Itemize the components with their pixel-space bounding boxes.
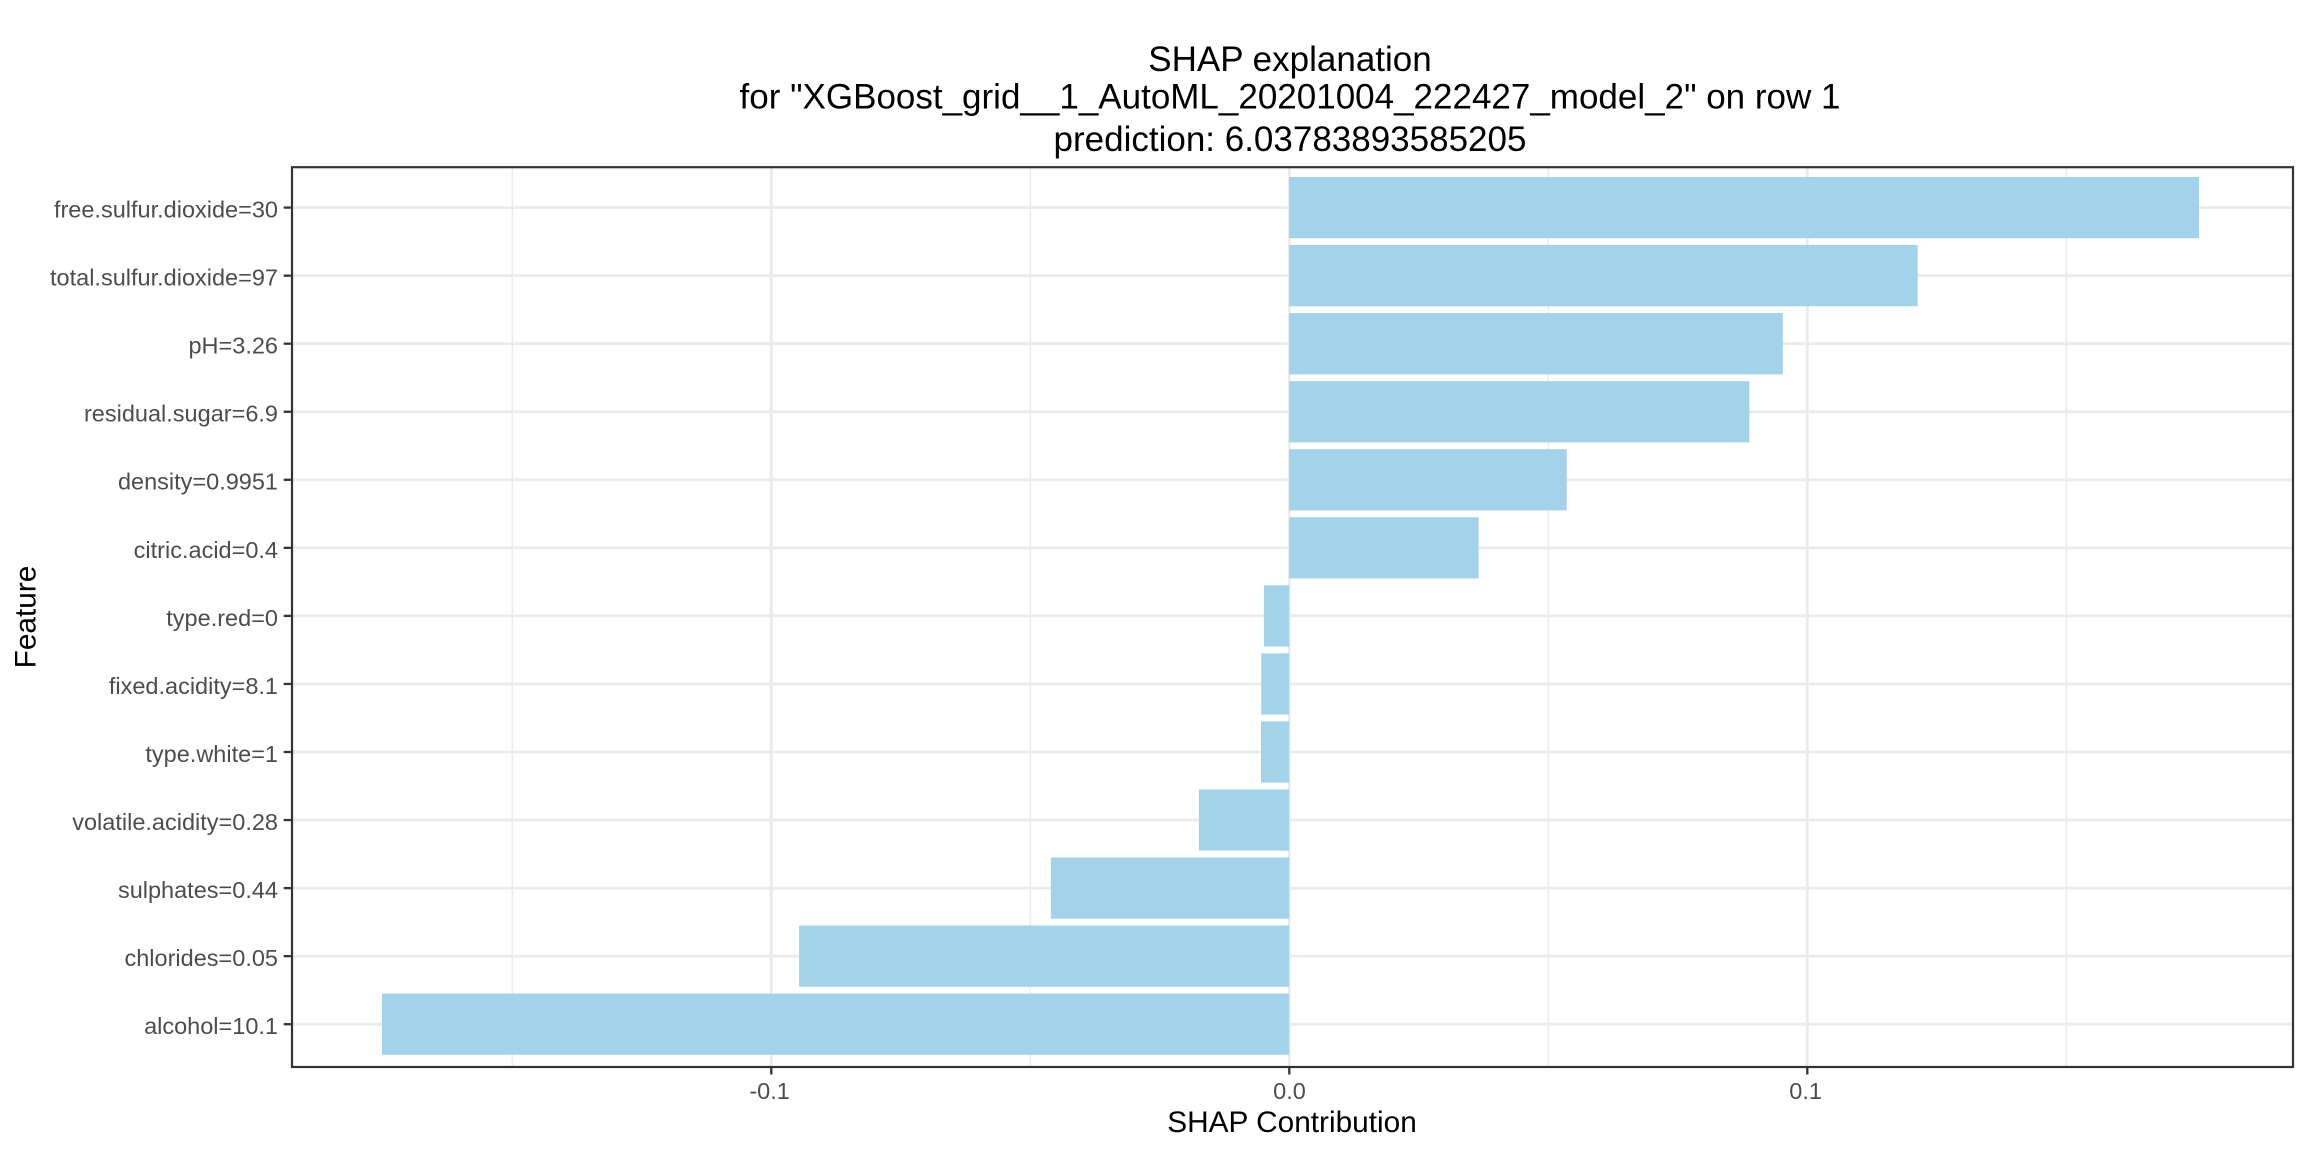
svg-text:residual.sugar=6.9: residual.sugar=6.9 xyxy=(84,401,278,427)
svg-text:type.white=1: type.white=1 xyxy=(145,741,278,767)
svg-text:for "XGBoost_grid__1_AutoML_20: for "XGBoost_grid__1_AutoML_20201004_222… xyxy=(740,78,1841,117)
svg-text:-0.1: -0.1 xyxy=(749,1078,790,1104)
svg-text:chlorides=0.05: chlorides=0.05 xyxy=(124,945,278,971)
svg-text:0.0: 0.0 xyxy=(1273,1078,1306,1104)
svg-text:SHAP Contribution: SHAP Contribution xyxy=(1167,1106,1417,1139)
svg-text:SHAP explanation: SHAP explanation xyxy=(1148,40,1431,79)
svg-text:alcohol=10.1: alcohol=10.1 xyxy=(144,1013,278,1039)
svg-text:citric.acid=0.4: citric.acid=0.4 xyxy=(134,537,278,563)
svg-text:fixed.acidity=8.1: fixed.acidity=8.1 xyxy=(109,673,278,699)
svg-text:Feature: Feature xyxy=(10,566,43,669)
svg-text:prediction: 6.03783893585205: prediction: 6.03783893585205 xyxy=(1054,120,1527,159)
svg-text:volatile.acidity=0.28: volatile.acidity=0.28 xyxy=(72,809,278,835)
svg-text:pH=3.26: pH=3.26 xyxy=(188,333,278,359)
svg-text:free.sulfur.dioxide=30: free.sulfur.dioxide=30 xyxy=(54,197,278,223)
svg-text:total.sulfur.dioxide=97: total.sulfur.dioxide=97 xyxy=(50,265,278,291)
svg-text:sulphates=0.44: sulphates=0.44 xyxy=(118,877,278,903)
svg-text:type.red=0: type.red=0 xyxy=(166,605,278,631)
svg-text:0.1: 0.1 xyxy=(1789,1078,1822,1104)
svg-text:density=0.9951: density=0.9951 xyxy=(118,469,278,495)
